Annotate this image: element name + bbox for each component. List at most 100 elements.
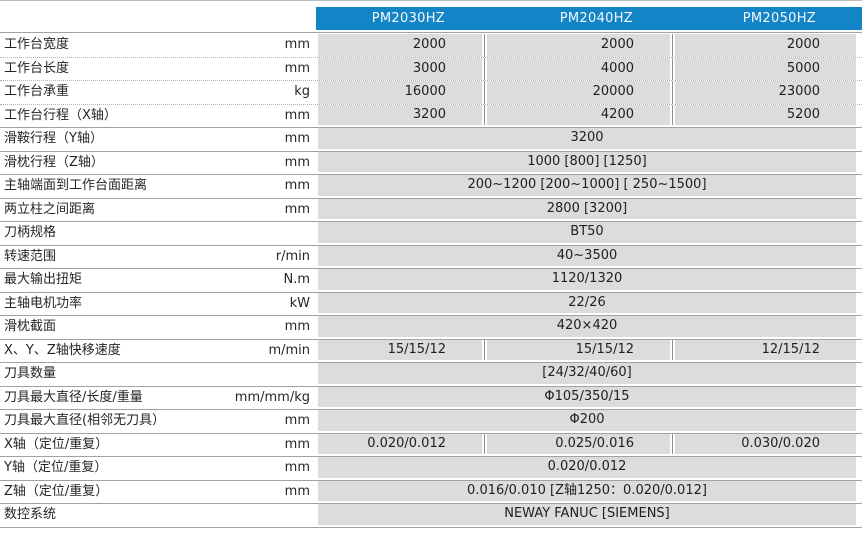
table-row: 刀具数量 [24/32/40/60] [0,363,862,387]
spec-value-cell: 2000 [318,34,482,57]
column-separator [670,339,675,360]
table-row: 滑枕截面 mm 420×420 [0,316,862,340]
table-row: 刀具最大直径/长度/重量 mm/mm/kg Φ105/350/15 [0,386,862,410]
table-row: 主轴电机功率 kW 22/26 [0,292,862,316]
spec-unit: mm [284,131,310,146]
model-column-header: PM2040HZ [559,11,633,26]
spec-unit: r/min [275,248,310,264]
model-column-header: PM2050HZ [742,11,816,26]
spec-value-cell: 2000 [487,34,670,57]
column-separator [670,34,675,57]
spec-values: Φ200 [318,410,856,431]
spec-unit: mm [284,201,310,217]
spec-label: X、Y、Z轴快移速度 [4,342,121,358]
spec-unit: N.m [283,272,310,287]
spec-values: 2000 2000 2000 [318,34,856,57]
spec-values: 3200 4200 5200 [318,104,856,125]
spec-label: 工作台承重 [4,84,70,99]
table-row: 转速范围 r/min 40~3500 [0,245,862,269]
spec-value-cell: 4200 [487,104,670,125]
column-separator [670,57,675,80]
spec-value-cell: 12/15/12 [675,339,856,360]
spec-unit: mm [284,37,310,52]
spec-unit: mm [284,319,310,334]
spec-label: 刀具最大直径/长度/重量 [4,389,143,405]
spec-unit: mm [284,460,310,475]
table-row: X、Y、Z轴快移速度 m/min 15/15/12 15/15/12 12/15/12 [0,339,862,363]
table-row: 工作台宽度 mm 2000 2000 2000 [0,34,862,58]
column-separator [482,34,487,57]
table-row: 滑鞍行程（Y轴） mm 3200 [0,128,862,152]
spec-label: 刀具数量 [4,366,57,381]
spec-unit: kW [289,295,310,311]
spec-unit: mm [284,483,310,499]
spec-value-cell: 23000 [675,81,856,104]
spec-label: 刀柄规格 [4,225,57,240]
column-separator [670,81,675,104]
spec-value-span: BT50 [318,222,856,243]
spec-value-cell: 20000 [487,81,670,104]
spec-unit: m/min [268,342,310,358]
spec-values: 200~1200 [200~1000] [ 250~1500] [318,175,856,196]
spec-value-span: 2800 [3200] [318,198,856,219]
table-row: X轴（定位/重复） mm 0.020/0.012 0.025/0.016 0.030/0… [0,433,862,457]
spec-label: 转速范围 [4,248,57,264]
spec-label: 滑鞍行程（Y轴） [4,131,103,146]
spec-values: 16000 20000 23000 [318,81,856,104]
spec-unit: mm [284,107,310,123]
spec-values: NEWAY FANUC [SIEMENS] [318,504,856,525]
model-column-header: PM2030HZ [371,11,445,26]
spec-label: 数控系统 [4,507,57,522]
spec-value-span: 0.016/0.010 [Z轴1250：0.020/0.012] [318,480,856,501]
spec-value-cell: 0.020/0.012 [318,433,482,454]
spec-value-span: Φ105/350/15 [318,386,856,407]
top-border-line [0,0,862,1]
spec-value-cell: 4000 [487,57,670,80]
spec-values: BT50 [318,222,856,243]
column-separator [482,81,487,104]
spec-value-cell: 5200 [675,104,856,125]
spec-value-span: 40~3500 [318,245,856,266]
spec-values: 40~3500 [318,245,856,266]
spec-value-span: NEWAY FANUC [SIEMENS] [318,504,856,525]
spec-value-cell: 15/15/12 [318,339,482,360]
table-row: Z轴（定位/重复） mm 0.016/0.010 [Z轴1250：0.020/0.0… [0,480,862,504]
spec-label: Z轴（定位/重复） [4,483,109,499]
spec-label: 滑枕截面 [4,319,57,334]
spec-unit: mm [284,154,310,170]
spec-value-span: 420×420 [318,316,856,337]
spec-value-span: 0.020/0.012 [318,457,856,478]
spec-values: 0.020/0.012 [318,457,856,478]
table-row: 刀柄规格 BT50 [0,222,862,246]
column-separator [670,104,675,125]
spec-label: 刀具最大直径(相邻无刀具） [4,413,166,428]
table-row: 工作台长度 mm 3000 4000 5000 [0,57,862,81]
spec-values: 3200 [318,128,856,149]
spec-values: 0.020/0.012 0.025/0.016 0.030/0.020 [318,433,856,454]
spec-value-span: 1120/1320 [318,269,856,290]
spec-label: 两立柱之间距离 [4,201,96,217]
spec-values: [24/32/40/60] [318,363,856,384]
column-separator [670,433,675,454]
spec-value-cell: 2000 [675,34,856,57]
spec-values: Φ105/350/15 [318,386,856,407]
spec-label: Y轴（定位/重复） [4,460,108,475]
table-row: 两立柱之间距离 mm 2800 [3200] [0,198,862,222]
table-row: Y轴（定位/重复） mm 0.020/0.012 [0,457,862,481]
spec-values: 2800 [3200] [318,198,856,219]
spec-unit: mm [284,60,310,76]
table-row: 刀具最大直径(相邻无刀具） mm Φ200 [0,410,862,434]
column-separator [482,339,487,360]
spec-values: 0.016/0.010 [Z轴1250：0.020/0.012] [318,480,856,501]
table-row: 数控系统 NEWAY FANUC [SIEMENS] [0,504,862,528]
spec-value-span: 22/26 [318,292,856,313]
table-row: 主轴端面到工作台面距离 mm 200~1200 [200~1000] [ 250~1… [0,175,862,199]
spec-label: 工作台行程（X轴） [4,107,117,123]
spec-label: 主轴端面到工作台面距离 [4,178,148,193]
spec-unit: mm [284,178,310,193]
spec-values: 15/15/12 15/15/12 12/15/12 [318,339,856,360]
spec-value-span: Φ200 [318,410,856,431]
spec-value-cell: 0.025/0.016 [487,433,670,454]
spec-value-cell: 5000 [675,57,856,80]
